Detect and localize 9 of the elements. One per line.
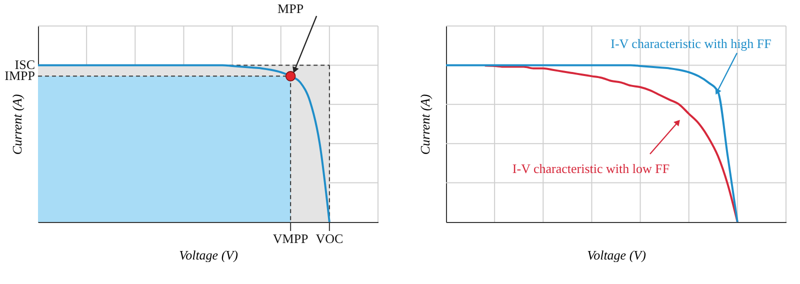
y-axis-title: Current (A) bbox=[418, 94, 432, 155]
x-axis-title: Voltage (V) bbox=[179, 248, 238, 262]
text: VOC bbox=[316, 231, 344, 246]
y-axis-title: Current (A) bbox=[10, 94, 24, 155]
annotation: I-V characteristic with low FF bbox=[512, 161, 670, 176]
text: VMPP bbox=[272, 231, 308, 246]
text: I-V characteristic with high FF bbox=[610, 36, 772, 51]
x-axis-title: Voltage (V) bbox=[587, 248, 646, 262]
text: MPP bbox=[278, 1, 304, 16]
